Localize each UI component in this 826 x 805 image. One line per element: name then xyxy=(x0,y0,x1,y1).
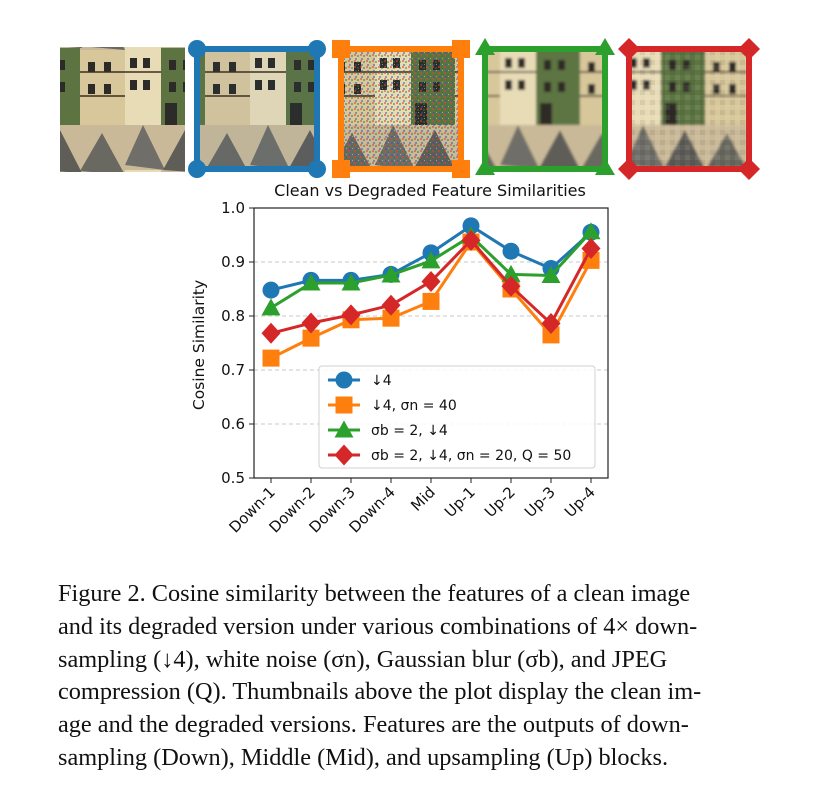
caption-line: and its degraded version under various c… xyxy=(58,612,698,640)
y-axis-label: Cosine Similarity xyxy=(190,280,208,410)
plot-frame xyxy=(253,207,609,479)
caption-line: sampling (↓4), white noise (σn), Gaussia… xyxy=(58,645,668,673)
corner-square-marker xyxy=(332,160,350,178)
data-point xyxy=(302,329,320,347)
thumbnail-clean xyxy=(60,47,185,172)
data-point xyxy=(462,217,480,235)
thumbnail-strip xyxy=(60,38,760,180)
legend-marker xyxy=(335,371,353,389)
legend-label: ↓4 xyxy=(371,373,392,389)
y-tick-label: 0.8 xyxy=(221,307,245,325)
corner-diamond-marker xyxy=(738,158,760,180)
data-point xyxy=(301,273,321,291)
thumbnail-border xyxy=(482,46,608,172)
corner-triangle-marker xyxy=(475,158,495,175)
data-point xyxy=(262,349,280,367)
similarity-line-chart: Clean vs Degraded Feature Similarities C… xyxy=(190,181,609,536)
corner-circle-marker xyxy=(188,40,206,58)
chart-title: Clean vs Degraded Feature Similarities xyxy=(274,181,586,200)
corner-square-marker xyxy=(452,40,470,58)
data-point xyxy=(541,266,561,283)
caption-line: sampling (Down), Middle (Mid), and upsam… xyxy=(58,743,669,771)
y-tick-label: 1.0 xyxy=(221,199,245,217)
data-point xyxy=(421,251,441,269)
corner-triangle-marker xyxy=(475,38,495,55)
data-point xyxy=(542,326,560,344)
y-tick-label: 0.6 xyxy=(221,415,245,433)
legend-marker xyxy=(335,396,353,414)
thumbnail-border xyxy=(338,46,464,172)
legend-box xyxy=(318,365,596,469)
data-point xyxy=(381,294,401,316)
corner-circle-marker xyxy=(188,160,206,178)
series-triangle xyxy=(261,222,601,316)
corner-diamond-marker xyxy=(618,158,640,180)
corner-triangle-marker xyxy=(595,38,615,55)
corner-triangle-marker xyxy=(595,158,615,175)
thumbnail-border xyxy=(626,46,752,172)
data-point xyxy=(581,238,601,259)
x-tick-label: Up-1 xyxy=(441,483,479,521)
y-tick-label: 0.7 xyxy=(221,361,245,379)
data-point xyxy=(301,312,321,334)
x-tick-label: Mid xyxy=(407,483,439,515)
legend-label: σb = 2, ↓4 xyxy=(371,423,448,439)
data-point xyxy=(541,313,561,335)
legend-label: ↓4, σn = 40 xyxy=(371,398,457,414)
data-point xyxy=(381,265,401,283)
thumbnail-blur-down4-noise-jpeg xyxy=(618,38,760,180)
x-tick-label: Up-3 xyxy=(521,483,559,521)
data-point xyxy=(502,242,520,260)
data-point xyxy=(262,281,280,299)
thumbnail-down4-noise xyxy=(332,40,470,178)
corner-diamond-marker xyxy=(618,38,640,60)
figure-caption: Figure 2. Cosine similarity between the … xyxy=(58,578,772,775)
caption-line: compression (Q). Thumbnails above the pl… xyxy=(58,678,702,706)
y-tick-label: 0.9 xyxy=(221,253,245,271)
series-diamond xyxy=(261,229,601,344)
legend-marker xyxy=(334,420,354,438)
data-point xyxy=(501,264,521,282)
data-point xyxy=(461,229,481,251)
data-point xyxy=(341,273,361,291)
data-point xyxy=(341,304,361,326)
x-tick-label: Up-2 xyxy=(481,483,519,521)
corner-square-marker xyxy=(332,40,350,58)
corner-circle-marker xyxy=(308,40,326,58)
thumbnail-blur-down4 xyxy=(475,38,615,175)
y-tick-label: 0.5 xyxy=(221,469,245,487)
series-layer xyxy=(261,217,601,367)
x-tick-label: Up-4 xyxy=(561,483,599,521)
corner-diamond-marker xyxy=(738,38,760,60)
data-point xyxy=(581,222,601,240)
data-point xyxy=(422,292,440,310)
thumbnail-border xyxy=(194,46,320,172)
caption-line: age and the degraded versions. Features … xyxy=(58,711,689,739)
data-point xyxy=(382,309,400,327)
thumbnail-down4 xyxy=(188,40,326,178)
data-point xyxy=(261,298,281,316)
data-point xyxy=(501,275,521,297)
corner-circle-marker xyxy=(308,160,326,178)
legend: ↓4 ↓4, σn = 40 σb = 2, ↓4 σb = 2, ↓4, σn = … xyxy=(318,365,596,469)
caption-line: Figure 2. Cosine similarity between the … xyxy=(58,580,691,607)
data-point xyxy=(421,270,441,292)
data-point xyxy=(261,322,281,344)
legend-label: σb = 2, ↓4, σn = 20, Q = 50 xyxy=(371,448,571,464)
legend-marker xyxy=(334,444,354,466)
corner-square-marker xyxy=(452,160,470,178)
